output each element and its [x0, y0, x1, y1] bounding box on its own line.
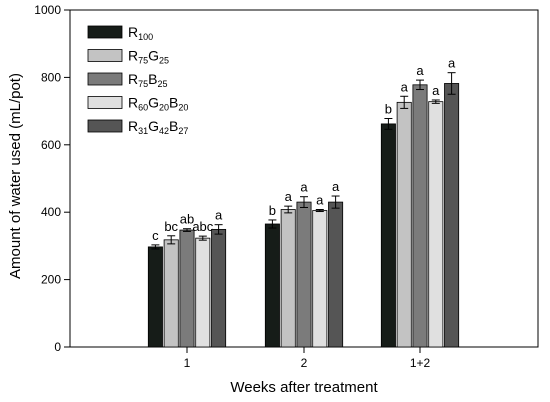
legend-label: R31G42B27 [128, 118, 188, 136]
y-tick-label: 200 [41, 273, 61, 287]
significance-label: a [285, 189, 293, 204]
legend: R100 R75G25 R75B25 R60G20B20 R31G42B27 [87, 24, 188, 136]
bar [312, 210, 328, 348]
bar [179, 229, 195, 348]
y-tick-label: 800 [41, 70, 61, 84]
significance-label: a [432, 83, 440, 98]
significance-label: a [416, 63, 424, 78]
legend-swatch [87, 119, 123, 133]
bar [211, 228, 227, 348]
legend-swatch [87, 49, 123, 62]
y-tick-label: 400 [41, 205, 61, 219]
x-tick-label: 1+2 [410, 356, 431, 370]
bar [280, 209, 296, 348]
bar [328, 201, 344, 348]
x-tick-label: 2 [301, 356, 308, 370]
legend-swatch [87, 72, 123, 86]
legend-label: R75B25 [128, 71, 168, 89]
significance-label: ab [180, 212, 194, 227]
significance-label: a [316, 193, 324, 208]
bar [147, 246, 163, 348]
significance-label: b [269, 203, 276, 218]
bar [380, 123, 396, 348]
y-tick-label: 0 [54, 340, 61, 354]
significance-label: bc [164, 219, 178, 234]
significance-label: a [332, 179, 340, 194]
legend-swatch [87, 96, 123, 109]
bar [444, 83, 460, 348]
significance-label: a [300, 180, 308, 195]
significance-label: a [215, 208, 223, 223]
significance-label: a [448, 56, 456, 71]
bar [163, 239, 179, 348]
legend-swatch [87, 25, 123, 39]
legend-label: R60G20B20 [128, 95, 188, 113]
bar [412, 84, 428, 348]
significance-label: c [152, 228, 159, 243]
bar [396, 101, 412, 348]
y-tick-label: 1000 [34, 3, 61, 17]
legend-label: R75G25 [128, 48, 169, 66]
significance-label: abc [192, 219, 213, 234]
y-axis-title: Amount of water used (mL/pot) [7, 73, 24, 279]
significance-label: a [401, 79, 409, 94]
y-tick-label: 600 [41, 138, 61, 152]
bar [296, 201, 312, 348]
x-tick-label: 1 [184, 356, 191, 370]
bar [195, 237, 211, 348]
bar [428, 101, 444, 348]
bar [264, 223, 280, 348]
legend-label: R100 [128, 24, 153, 42]
x-axis-title: Weeks after treatment [230, 379, 378, 396]
significance-label: b [385, 102, 392, 117]
